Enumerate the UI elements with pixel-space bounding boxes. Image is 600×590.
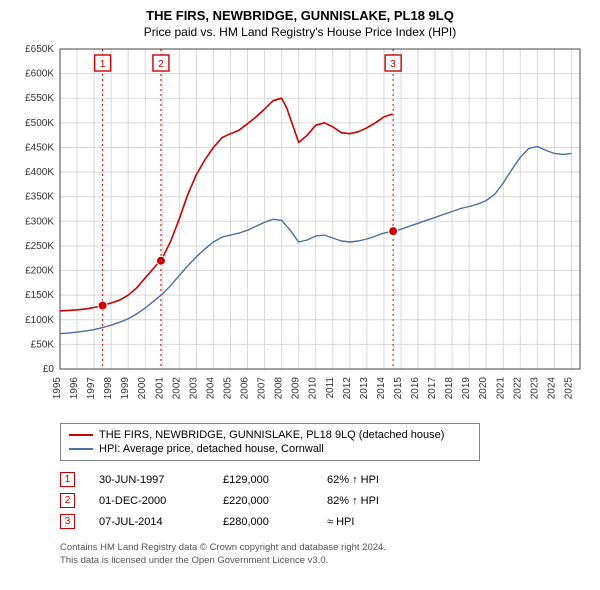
svg-text:£0: £0 bbox=[43, 364, 55, 375]
sale-marker-box: 1 bbox=[60, 472, 75, 487]
svg-text:£400K: £400K bbox=[25, 167, 54, 178]
chart-title: THE FIRS, NEWBRIDGE, GUNNISLAKE, PL18 9L… bbox=[12, 8, 588, 23]
svg-text:£500K: £500K bbox=[25, 118, 54, 129]
svg-text:2010: 2010 bbox=[308, 377, 319, 400]
svg-text:2012: 2012 bbox=[342, 377, 353, 400]
sale-row: 2 01-DEC-2000 £220,000 82% ↑ HPI bbox=[60, 490, 588, 511]
chart-svg: £0 £50K £100K £150K £200K £250K £300K £350K £400… bbox=[12, 45, 588, 415]
svg-text:£450K: £450K bbox=[25, 142, 54, 153]
svg-text:2021: 2021 bbox=[495, 377, 506, 400]
sale-pct: 62% ↑ HPI bbox=[327, 474, 407, 486]
legend-item-firs: THE FIRS, NEWBRIDGE, GUNNISLAKE, PL18 9L… bbox=[69, 428, 471, 442]
svg-text:2004: 2004 bbox=[205, 377, 216, 400]
svg-text:2009: 2009 bbox=[291, 377, 302, 400]
svg-text:£300K: £300K bbox=[25, 216, 54, 227]
svg-text:£50K: £50K bbox=[31, 339, 55, 350]
svg-text:2003: 2003 bbox=[188, 377, 199, 400]
legend-label: THE FIRS, NEWBRIDGE, GUNNISLAKE, PL18 9L… bbox=[99, 429, 444, 441]
sales-table: 1 30-JUN-1997 £129,000 62% ↑ HPI 2 01-DEC-200… bbox=[60, 469, 588, 532]
sale-row: 3 07-JUL-2014 £280,000 ≈ HPI bbox=[60, 511, 588, 532]
footer-line: Contains HM Land Registry data © Crown c… bbox=[60, 542, 588, 555]
svg-text:2016: 2016 bbox=[410, 377, 421, 400]
sale-pct: ≈ HPI bbox=[327, 516, 407, 528]
page: THE FIRS, NEWBRIDGE, GUNNISLAKE, PL18 9L… bbox=[0, 0, 600, 590]
sale-marker-box: 2 bbox=[60, 493, 75, 508]
legend-swatch-blue bbox=[69, 448, 93, 450]
footer: Contains HM Land Registry data © Crown c… bbox=[60, 542, 588, 568]
svg-text:£550K: £550K bbox=[25, 93, 54, 104]
svg-text:1996: 1996 bbox=[69, 377, 80, 400]
svg-text:2005: 2005 bbox=[222, 377, 233, 400]
svg-text:2000: 2000 bbox=[137, 377, 148, 400]
legend-item-hpi: HPI: Average price, detached house, Corn… bbox=[69, 442, 471, 456]
legend-swatch-red bbox=[69, 434, 93, 436]
svg-text:2008: 2008 bbox=[274, 377, 285, 400]
price-chart: £0 £50K £100K £150K £200K £250K £300K £350K £400… bbox=[12, 45, 588, 415]
svg-text:2014: 2014 bbox=[376, 377, 387, 400]
svg-text:1995: 1995 bbox=[52, 377, 63, 400]
svg-text:£100K: £100K bbox=[25, 315, 54, 326]
sale-date: 01-DEC-2000 bbox=[99, 495, 199, 507]
svg-text:1: 1 bbox=[100, 59, 106, 70]
svg-text:1997: 1997 bbox=[86, 377, 97, 400]
sale-price: £280,000 bbox=[223, 516, 303, 528]
svg-text:£150K: £150K bbox=[25, 290, 54, 301]
svg-text:2025: 2025 bbox=[563, 377, 574, 400]
svg-text:£350K: £350K bbox=[25, 192, 54, 203]
svg-text:2024: 2024 bbox=[546, 377, 557, 400]
svg-text:2020: 2020 bbox=[478, 377, 489, 400]
svg-text:3: 3 bbox=[390, 59, 396, 70]
sale-marker-box: 3 bbox=[60, 514, 75, 529]
legend-label: HPI: Average price, detached house, Corn… bbox=[99, 443, 324, 455]
svg-text:2015: 2015 bbox=[393, 377, 404, 400]
chart-subtitle: Price paid vs. HM Land Registry's House … bbox=[12, 25, 588, 39]
footer-line: This data is licensed under the Open Gov… bbox=[60, 555, 588, 568]
svg-text:2018: 2018 bbox=[444, 377, 455, 400]
svg-text:2001: 2001 bbox=[154, 377, 165, 400]
svg-text:2011: 2011 bbox=[325, 377, 336, 399]
svg-text:£200K: £200K bbox=[25, 266, 54, 277]
svg-text:2007: 2007 bbox=[257, 377, 268, 400]
sale-date: 30-JUN-1997 bbox=[99, 474, 199, 486]
svg-text:2002: 2002 bbox=[171, 377, 182, 400]
svg-text:2022: 2022 bbox=[512, 377, 523, 400]
svg-text:£250K: £250K bbox=[25, 241, 54, 252]
sale-pct: 82% ↑ HPI bbox=[327, 495, 407, 507]
svg-text:2: 2 bbox=[158, 59, 164, 70]
legend: THE FIRS, NEWBRIDGE, GUNNISLAKE, PL18 9L… bbox=[60, 423, 480, 461]
svg-text:1999: 1999 bbox=[120, 377, 131, 400]
svg-text:£650K: £650K bbox=[25, 45, 54, 55]
svg-text:2013: 2013 bbox=[359, 377, 370, 400]
sale-price: £220,000 bbox=[223, 495, 303, 507]
svg-text:2017: 2017 bbox=[427, 377, 438, 400]
sale-date: 07-JUL-2014 bbox=[99, 516, 199, 528]
svg-text:1998: 1998 bbox=[103, 377, 114, 400]
svg-text:£600K: £600K bbox=[25, 69, 54, 80]
svg-text:2006: 2006 bbox=[240, 377, 251, 400]
svg-text:2023: 2023 bbox=[529, 377, 540, 400]
sale-row: 1 30-JUN-1997 £129,000 62% ↑ HPI bbox=[60, 469, 588, 490]
sale-price: £129,000 bbox=[223, 474, 303, 486]
svg-text:2019: 2019 bbox=[461, 377, 472, 400]
